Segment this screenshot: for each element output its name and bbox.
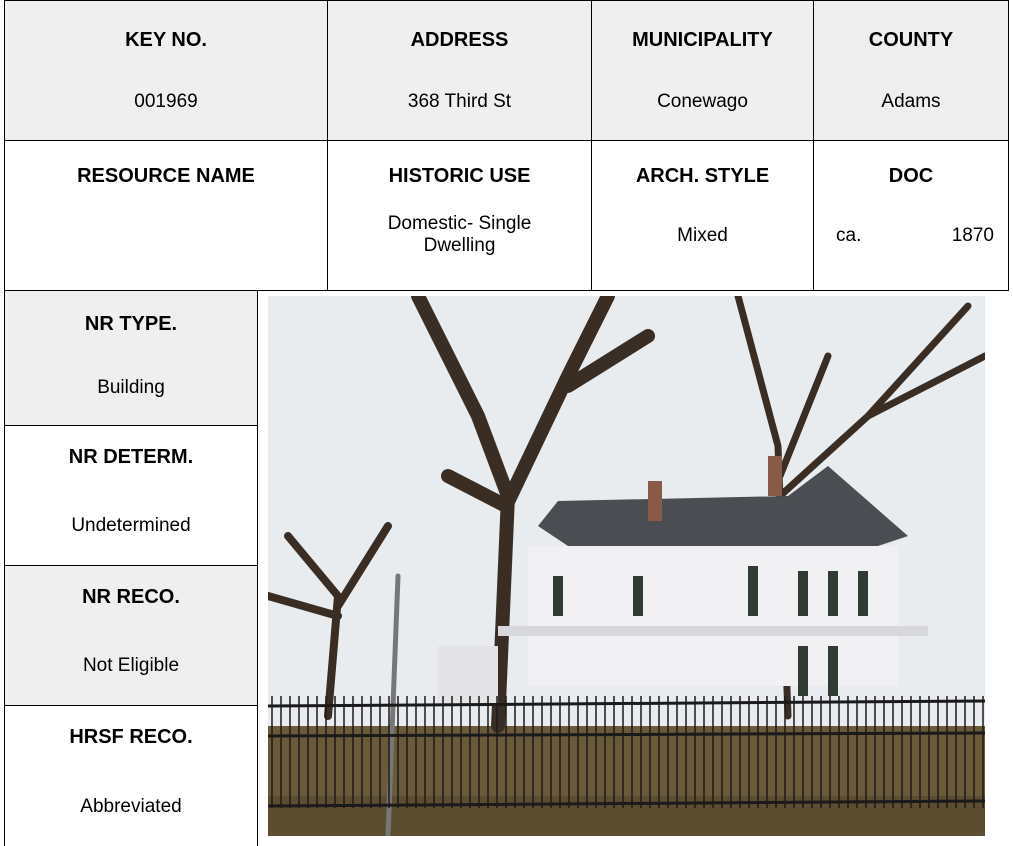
field-value: Abbreviated bbox=[80, 796, 182, 817]
field-value: Undetermined bbox=[71, 515, 191, 536]
side-cell: NR TYPE. Building bbox=[4, 290, 258, 426]
field-label: RESOURCE NAME bbox=[77, 165, 255, 187]
field-label: NR DETERM. bbox=[68, 446, 194, 468]
field-label: KEY NO. bbox=[125, 29, 207, 51]
field-value: Mixed bbox=[677, 225, 728, 246]
address-cell: ADDRESS 368 Third St bbox=[327, 0, 592, 141]
field-label: HISTORIC USE bbox=[388, 165, 531, 187]
doc-prefix: ca. bbox=[836, 225, 862, 246]
field-value: Domestic- Single Dwelling bbox=[387, 213, 532, 256]
field-label: HRSF RECO. bbox=[69, 726, 193, 748]
field-label: ADDRESS bbox=[410, 29, 509, 51]
field-value: Not Eligible bbox=[82, 655, 180, 676]
field-value: 001969 bbox=[134, 91, 198, 112]
field-value: 368 Third St bbox=[407, 91, 512, 112]
doc-year: 1870 bbox=[951, 225, 994, 246]
field-value: Conewago bbox=[657, 91, 748, 112]
field-value: Adams bbox=[881, 91, 941, 112]
side-cell: HRSF RECO. Abbreviated bbox=[4, 705, 258, 846]
side-cell: NR RECO. Not Eligible bbox=[4, 565, 258, 706]
field-label: ARCH. STYLE bbox=[635, 165, 770, 187]
side-cell: NR DETERM. Undetermined bbox=[4, 425, 258, 566]
house-photo bbox=[268, 296, 985, 836]
field-value: Building bbox=[97, 377, 165, 398]
field-label: NR TYPE. bbox=[84, 313, 178, 335]
field-label: DOC bbox=[888, 165, 934, 187]
doc-cell: DOC ca. 1870 bbox=[813, 140, 1009, 291]
key-cell: KEY NO. 001969 bbox=[4, 0, 328, 141]
county-cell: COUNTY Adams bbox=[813, 0, 1009, 141]
field-label: NR RECO. bbox=[82, 586, 180, 608]
field-label: MUNICIPALITY bbox=[632, 29, 773, 51]
field-label: COUNTY bbox=[868, 29, 954, 51]
resource-name-cell: RESOURCE NAME bbox=[4, 140, 328, 291]
municipality-cell: MUNICIPALITY Conewago bbox=[591, 0, 814, 141]
arch-style-cell: ARCH. STYLE Mixed bbox=[591, 140, 814, 291]
historic-use-cell: HISTORIC USE Domestic- Single Dwelling bbox=[327, 140, 592, 291]
